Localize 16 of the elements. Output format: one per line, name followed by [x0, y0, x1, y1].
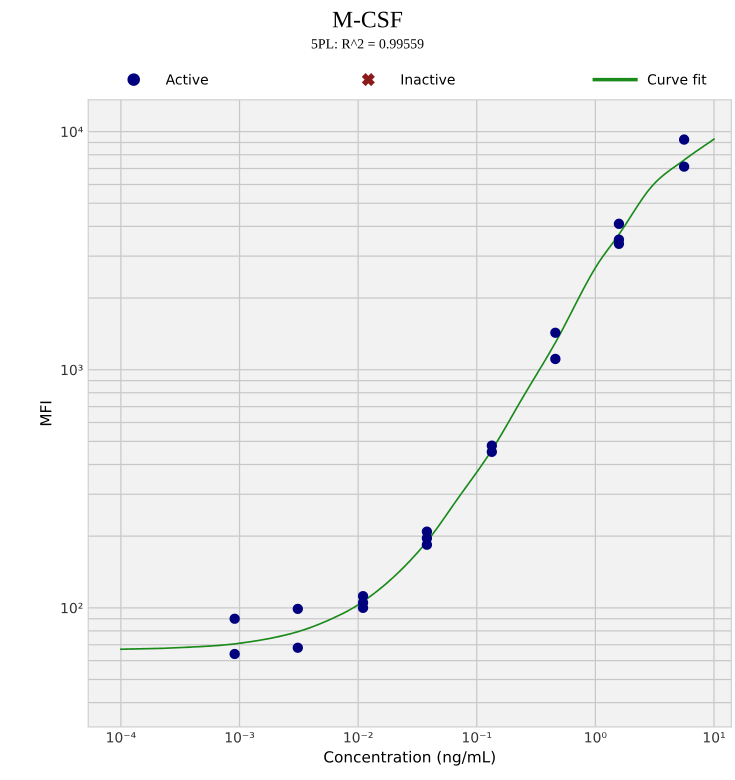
y-tick-label: 10⁴ [62, 126, 83, 138]
x-tick-label: 10⁻⁴ [107, 732, 136, 743]
chart-subtitle: 5PL: R^2 = 0.99559 [312, 39, 424, 49]
x-tick-label: 10¹ [704, 732, 725, 743]
legend-label: Inactive [402, 74, 455, 85]
y-tick-label: 10³ [62, 364, 83, 376]
y-axis-title: MFI [40, 402, 52, 426]
x-axis-title: Concentration (ng/mL) [324, 750, 495, 766]
x-tick-label: 10⁻³ [226, 732, 254, 743]
x-tick-label: 10⁰ [585, 732, 607, 743]
x-tick-label: 10⁻² [344, 732, 373, 743]
y-tick-label: 10² [62, 602, 82, 614]
chart-title: M-CSF [332, 12, 402, 28]
legend-label: Curve fit [648, 74, 706, 85]
legend-label: Active [166, 74, 208, 85]
x-tick-label: 10⁻¹ [462, 732, 492, 743]
